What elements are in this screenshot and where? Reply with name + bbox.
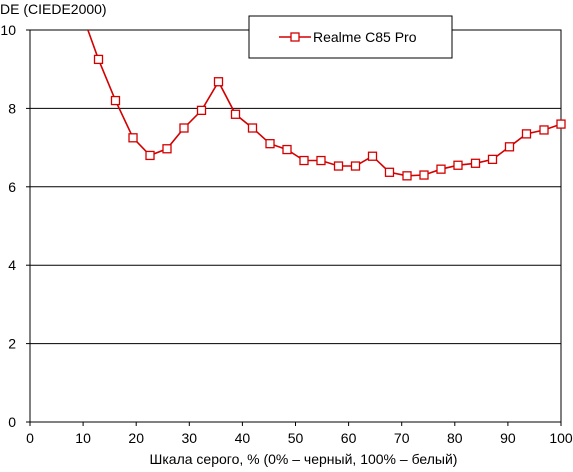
data-point [487,154,498,165]
gridlines [30,29,561,423]
legend-entry: Realme C85 Pro [313,29,417,45]
data-point [230,109,241,119]
x-tick-label: 70 [394,430,410,446]
y-tick-label: 2 [8,336,16,352]
x-axis-ticks: 0 10 20 30 40 50 60 70 80 90 100 [26,422,573,446]
data-point [419,170,429,180]
x-tick-label: 30 [182,430,198,446]
data-point [350,161,361,171]
data-point [145,150,155,161]
y-tick-label: 8 [8,100,16,116]
y-axis-ticks: 0 2 4 6 8 10 [0,22,30,430]
y-tick-label: 0 [8,414,16,430]
y-tick-label: 4 [8,257,16,273]
data-point [316,155,326,166]
x-tick-label: 60 [341,430,357,446]
data-point [247,123,258,133]
data-point [504,142,515,152]
x-tick-label: 20 [128,430,144,446]
data-point [470,158,481,168]
data-point [436,164,446,174]
x-tick-label: 40 [235,430,251,446]
series-layer [87,29,566,181]
x-tick-label: 100 [549,430,573,446]
data-point [128,133,138,143]
data-point [539,125,549,135]
x-tick-label: 90 [500,430,516,446]
data-point [93,54,104,65]
data-point [265,139,275,149]
x-tick-label: 50 [288,430,304,446]
data-point [110,95,121,106]
data-point [556,119,566,129]
data-point [521,129,532,139]
x-axis-label: Шкала серого, % (0% – черный, 100% – бел… [150,451,458,467]
data-point [179,123,189,133]
data-point [453,160,463,170]
data-point [299,155,309,166]
y-tick-label: 6 [8,179,16,195]
data-point [333,161,344,171]
data-point [282,144,292,155]
legend: Realme C85 Pro [248,15,453,59]
x-tick-label: 80 [447,430,463,446]
data-point [384,167,395,177]
data-point [367,151,378,161]
x-tick-label: 10 [75,430,91,446]
data-point [162,144,172,154]
data-point [402,171,412,181]
plot-area [29,29,562,423]
x-tick-label: 0 [26,430,34,446]
y-axis-label: DE (CIEDE2000) [0,1,107,17]
legend-marker [290,32,300,42]
y-tick-label: 10 [0,22,16,38]
data-point [213,77,224,87]
data-point [196,105,207,116]
